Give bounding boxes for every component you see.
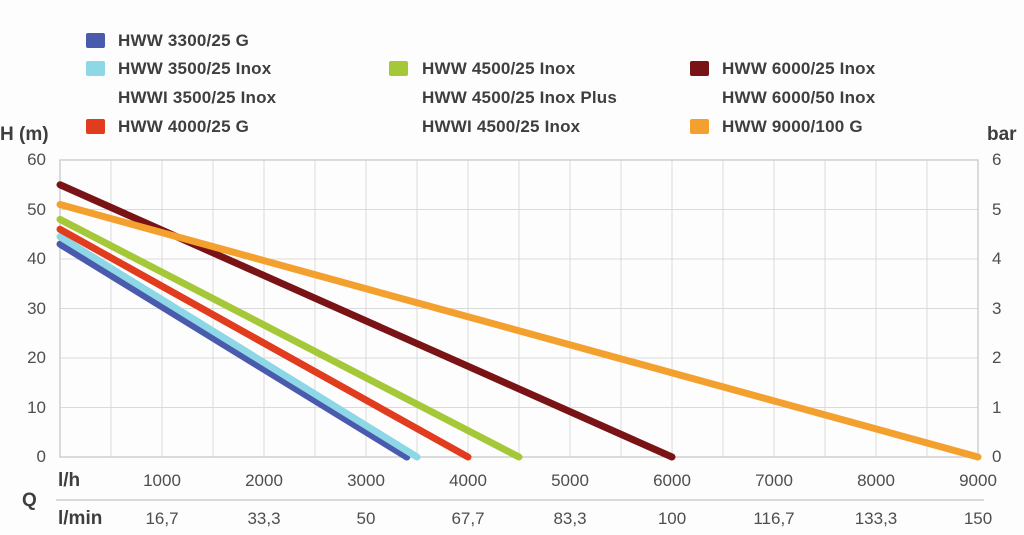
y-tick-left-60: 60 (27, 150, 46, 169)
x-tick-lmin-133,3: 133,3 (854, 509, 898, 528)
legend-label-hww-4500-25-inox: HWW 4500/25 Inox (422, 59, 576, 78)
x-tick-lmin-150: 150 (963, 509, 993, 528)
x-tick-lh-6000: 6000 (653, 471, 691, 490)
legend-swatch-hww-4500-25-inox (389, 61, 408, 76)
x-axis-unit-lmin: l/min (58, 508, 103, 529)
legend-label-hwwi-4500-25-inox: HWWI 4500/25 Inox (422, 117, 581, 136)
curve-HWW 3500/25 Inox / HWWI 3500/25 Inox (56, 233, 421, 461)
x-tick-lh-5000: 5000 (551, 471, 589, 490)
x-tick-lh-2000: 2000 (245, 471, 283, 490)
y-tick-left-0: 0 (36, 447, 46, 466)
x-tick-lmin-33,3: 33,3 (247, 509, 281, 528)
legend-label-hwwi-3500-25-inox: HWWI 3500/25 Inox (118, 88, 277, 107)
x-axis-q-label: Q (22, 490, 37, 511)
y-tick-right-3: 3 (992, 298, 1002, 318)
x-tick-lmin-16,7: 16,7 (145, 509, 179, 528)
x-axis-separator-line (56, 499, 984, 501)
curve-HWW 9000/100 G (56, 201, 982, 461)
legend-swatch-hww-3500-25-inox (86, 61, 105, 76)
y-tick-left-40: 40 (27, 249, 46, 268)
x-tick-lmin-67,7: 67,7 (451, 509, 485, 528)
legend-label-hww-3500-25-inox: HWW 3500/25 Inox (118, 59, 272, 78)
y-tick-right-6: 6 (992, 150, 1002, 169)
y-tick-left-50: 50 (27, 199, 46, 219)
curve-HWW 3300/25 G (56, 240, 411, 461)
y-tick-right-2: 2 (992, 348, 1002, 367)
x-tick-lh-1000: 1000 (143, 471, 181, 490)
curve-HWW 4000/25 G (56, 225, 472, 461)
legend-label-hww-3300-25-g: HWW 3300/25 G (118, 31, 250, 50)
x-tick-lmin-116,7: 116,7 (753, 509, 795, 528)
legend-swatch-hww-6000-25-inox (690, 61, 709, 76)
x-tick-lh-3000: 3000 (347, 471, 385, 490)
y-tick-right-5: 5 (992, 199, 1002, 219)
x-tick-lh-9000: 9000 (959, 471, 997, 490)
y-axis-title-h-m: H (m) (0, 124, 49, 145)
legend-label-hww-4500-25-inox-plus: HWW 4500/25 Inox Plus (422, 88, 618, 107)
y-tick-right-4: 4 (992, 249, 1002, 268)
y-axis-title-bar: bar (987, 124, 1017, 145)
legend-swatch-hww-9000-100-g (690, 119, 709, 134)
curve-HWW 4500/25 Inox / HWW 4500/25 Inox Plus / HWWI 4500/25 Inox (56, 215, 523, 461)
y-tick-right-0: 0 (992, 447, 1002, 466)
x-tick-lh-7000: 7000 (755, 471, 793, 490)
x-tick-lmin-50: 50 (356, 509, 376, 528)
legend-swatch-hww-3300-25-g (86, 33, 105, 48)
legend-label-hww-6000-25-inox: HWW 6000/25 Inox (722, 59, 876, 78)
legend-label-hww-9000-100-g: HWW 9000/100 G (722, 117, 863, 136)
x-axis-unit-lh: l/h (58, 470, 81, 491)
y-tick-left-20: 20 (27, 348, 46, 367)
x-tick-lh-8000: 8000 (857, 471, 895, 490)
y-tick-left-30: 30 (27, 298, 46, 318)
legend-label-hww-6000-50-inox: HWW 6000/50 Inox (722, 88, 876, 107)
legend-swatch-hww-4000-25-g (86, 119, 105, 134)
x-tick-lmin-83,3: 83,3 (553, 509, 587, 528)
x-tick-lh-4000: 4000 (449, 471, 487, 490)
y-tick-left-10: 10 (27, 397, 46, 417)
x-tick-lmin-100: 100 (657, 509, 687, 528)
legend-label-hww-4000-25-g: HWW 4000/25 G (118, 117, 250, 136)
y-tick-right-1: 1 (992, 397, 1002, 417)
